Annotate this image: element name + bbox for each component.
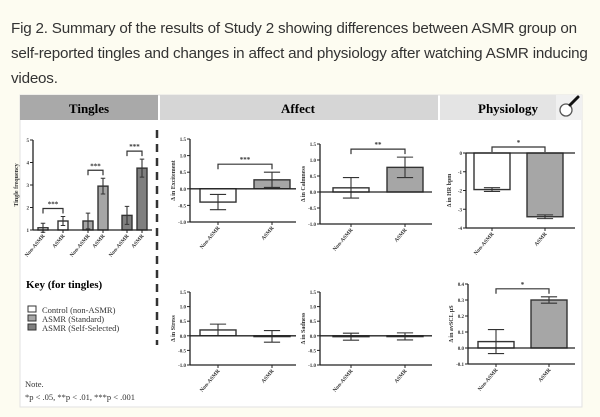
error-bar: [342, 177, 360, 199]
key-item: Control (non-ASMR): [27, 305, 116, 315]
error-bar: [124, 205, 130, 225]
significance-bracket: [126, 150, 143, 157]
significance-label: **: [375, 141, 383, 149]
y-tick-label: 0.0: [180, 335, 187, 340]
y-tick-label: -4: [458, 227, 463, 232]
error-bar: [100, 177, 106, 195]
chart-scl: -0.10.00.10.20.30.4Δ in avSCL µSNon-ASMR…: [449, 281, 575, 393]
svg-text:ASMR (Self-Selected): ASMR (Self-Selected): [42, 323, 119, 333]
y-tick-label: 1: [27, 229, 30, 234]
y-tick-label: 1.5: [310, 291, 317, 296]
significance-label: ***: [240, 156, 251, 164]
significance-label: ***: [129, 143, 140, 151]
y-tick-label: 0.0: [310, 191, 317, 196]
svg-text:Control (non-ASMR): Control (non-ASMR): [42, 305, 116, 315]
physiology-header: Physiology: [478, 101, 538, 116]
error-bar: [342, 332, 360, 341]
y-tick-label: 0.1: [458, 331, 465, 336]
significance-label: *: [521, 281, 525, 289]
y-tick-label: 0.0: [180, 188, 187, 193]
y-tick-label: 1.0: [180, 306, 187, 311]
y-tick-label: -2: [458, 190, 463, 195]
y-tick-label: 1.5: [310, 143, 317, 148]
significance-bracket: [87, 169, 104, 176]
error-bar: [487, 329, 505, 355]
magnifier-icon[interactable]: [556, 95, 582, 120]
y-tick-label: -1.0: [178, 221, 186, 226]
y-tick-label: 0.0: [310, 335, 317, 340]
y-tick-label: 0: [460, 152, 463, 157]
y-axis-label: Tingle frequency: [14, 163, 20, 206]
y-tick-label: 1.0: [310, 306, 317, 311]
bar: [526, 152, 564, 218]
key-item: ASMR (Self-Selected): [27, 323, 119, 333]
error-bar: [209, 193, 227, 211]
y-axis-label: Δ in Stress: [171, 315, 177, 342]
y-tick-label: 0.5: [180, 171, 187, 176]
y-tick-label: 0.5: [310, 320, 317, 325]
note-title: Note.: [25, 379, 44, 389]
error-bar: [540, 296, 558, 304]
y-tick-label: -0.1: [456, 363, 464, 368]
bar: [473, 152, 511, 191]
error-bar: [396, 156, 414, 179]
y-tick-label: 0.3: [458, 299, 465, 304]
error-bar: [139, 158, 145, 178]
y-tick-label: 2: [27, 207, 30, 212]
error-bar: [60, 215, 66, 227]
error-bar: [536, 214, 554, 220]
y-axis-label: Δ in avSCL µS: [449, 305, 455, 343]
significance-label: *: [517, 139, 521, 147]
y-tick-label: -0.5: [178, 204, 186, 209]
y-tick-label: 1.0: [310, 159, 317, 164]
y-tick-label: -0.5: [178, 349, 186, 354]
significance-bracket: [491, 146, 546, 152]
y-axis-label: Δ in Excitement: [171, 160, 177, 200]
affect-header: Affect: [281, 101, 316, 116]
bar: [530, 299, 568, 349]
y-tick-label: -0.5: [308, 207, 316, 212]
significance-label: ***: [48, 201, 59, 209]
y-axis-label: Δ in Calmness: [301, 165, 307, 202]
y-tick-label: 0.2: [458, 315, 465, 320]
y-tick-label: 0.5: [180, 320, 187, 325]
affect-header-bg: [160, 95, 438, 120]
significance-bracket: [495, 288, 550, 294]
error-bar: [483, 187, 501, 192]
y-tick-label: -0.5: [308, 349, 316, 354]
significance-bracket: [350, 148, 406, 155]
key-title: Key (for tingles): [26, 279, 103, 291]
y-tick-label: -1.0: [308, 223, 316, 228]
error-bar: [263, 171, 281, 189]
svg-text:ASMR (Standard): ASMR (Standard): [42, 314, 104, 324]
y-tick-label: -1: [458, 171, 463, 176]
significance-label: ***: [90, 162, 101, 170]
y-tick-label: 5: [27, 139, 30, 144]
figure-panel: [19, 94, 583, 408]
y-tick-label: 0.0: [458, 347, 465, 352]
y-axis-label: Δ in HR bpm: [447, 174, 453, 208]
y-tick-label: 0.5: [310, 175, 317, 180]
y-axis-label: Δ in Sadness: [301, 312, 307, 344]
significance-bracket: [217, 163, 273, 170]
y-tick-label: 3: [27, 184, 30, 189]
y-tick-label: 4: [27, 162, 30, 167]
error-bar: [85, 212, 91, 230]
y-tick-label: -1.0: [308, 364, 316, 369]
tingles-header-bg: [20, 95, 158, 120]
figure-caption: Fig 2. Summary of the results of Study 2…: [11, 20, 588, 87]
significance-bracket: [42, 207, 64, 214]
y-tick-label: -1.0: [178, 364, 186, 369]
y-tick-label: 1.5: [180, 138, 187, 143]
y-tick-label: -3: [458, 208, 463, 213]
tingles-header: Tingles: [69, 101, 109, 116]
y-tick-label: 0.4: [458, 283, 465, 288]
key-item: ASMR (Standard): [27, 314, 104, 324]
y-tick-label: 1.0: [180, 155, 187, 160]
y-tick-label: 1.5: [180, 291, 187, 296]
note-text: *p < .05, **p < .01, ***p < .001: [25, 392, 135, 402]
